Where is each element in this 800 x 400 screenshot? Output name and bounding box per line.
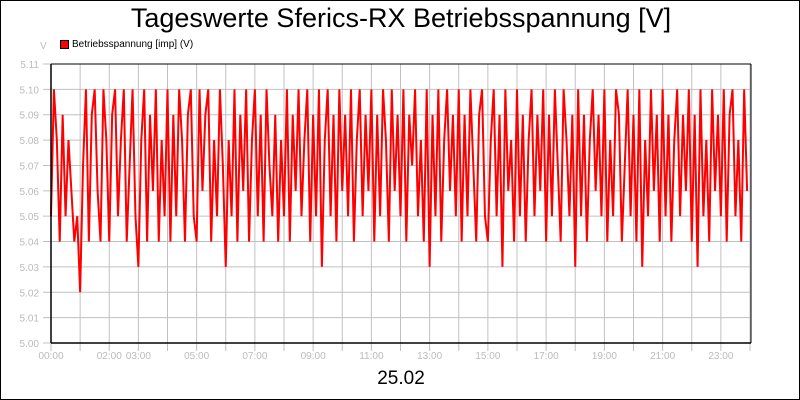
y-tick-label: 5.04 bbox=[20, 238, 40, 249]
y-tick-label: 5.09 bbox=[20, 111, 40, 122]
legend: Betriebsspannung [imp] (V) bbox=[60, 39, 193, 50]
y-tick-label: 5.00 bbox=[20, 339, 40, 350]
legend-swatch bbox=[60, 40, 69, 49]
x-tick-label: 17:00 bbox=[534, 351, 559, 362]
x-tick-label: 09:00 bbox=[301, 351, 326, 362]
y-tick-label: 5.01 bbox=[20, 314, 40, 325]
y-tick-label: 5.05 bbox=[20, 212, 40, 223]
x-tick-label: 13:00 bbox=[417, 351, 442, 362]
x-tick-label: 02:00 bbox=[97, 351, 122, 362]
y-tick-label: 5.10 bbox=[20, 85, 40, 96]
y-tick-label: 5.06 bbox=[20, 187, 40, 198]
x-axis-label: 25.02 bbox=[377, 368, 425, 389]
y-tick-label: 5.03 bbox=[20, 263, 40, 274]
series-line bbox=[50, 89, 749, 293]
x-tick-label: 00:00 bbox=[38, 351, 63, 362]
x-tick-label: 21:00 bbox=[650, 351, 675, 362]
y-axis-label: V bbox=[40, 41, 47, 52]
x-tick-label: 11:00 bbox=[359, 351, 384, 362]
x-tick-label: 19:00 bbox=[592, 351, 617, 362]
x-tick-label: 07:00 bbox=[242, 351, 267, 362]
y-tick-label: 5.11 bbox=[20, 60, 39, 71]
y-tick-label: 5.07 bbox=[20, 161, 40, 172]
y-tick-label: 5.02 bbox=[20, 288, 40, 299]
y-tick-label: 5.08 bbox=[20, 136, 40, 147]
x-tick-label: 23:00 bbox=[708, 351, 733, 362]
x-tick-label: 05:00 bbox=[184, 351, 209, 362]
x-tick-label: 03:00 bbox=[126, 351, 151, 362]
x-tick-label: 15:00 bbox=[475, 351, 500, 362]
chart-title: Tageswerte Sferics-RX Betriebsspannung [… bbox=[130, 3, 672, 33]
legend-label: Betriebsspannung [imp] (V) bbox=[72, 39, 194, 50]
